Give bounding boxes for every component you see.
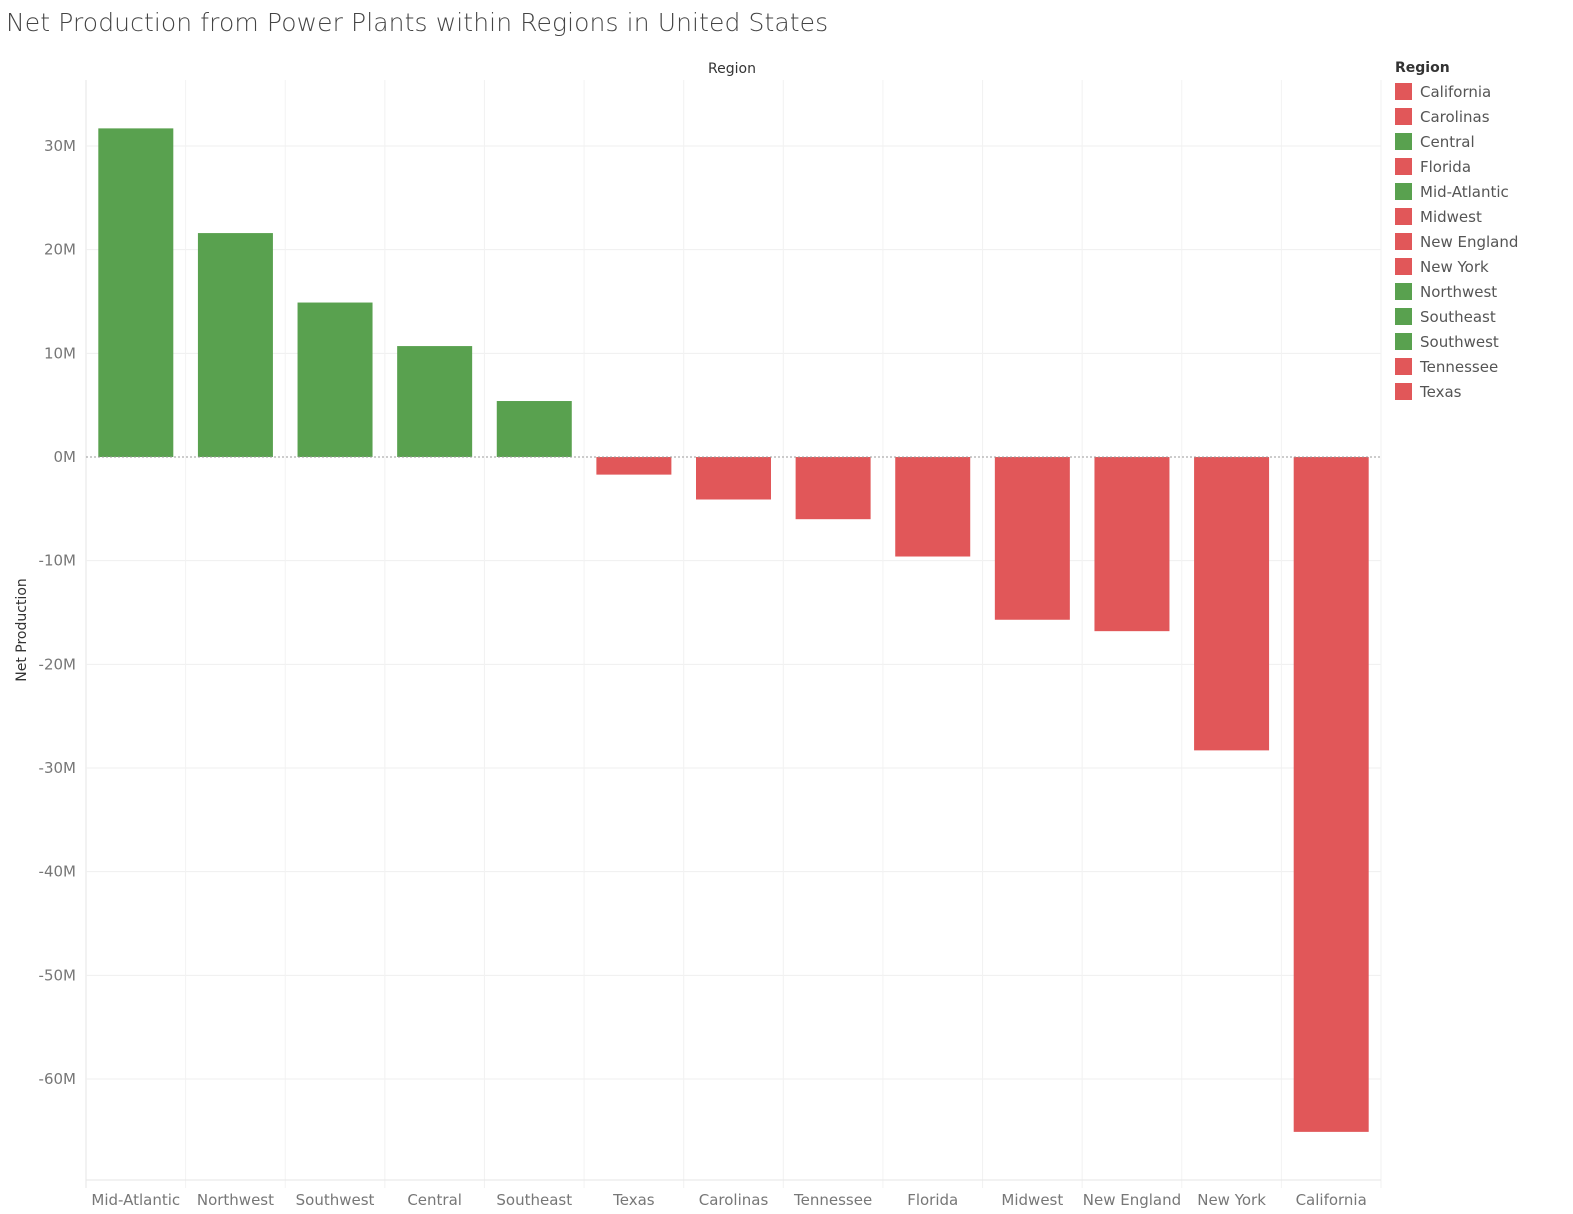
legend-label: Central [1420,132,1475,151]
legend-item[interactable]: Tennessee [1395,354,1565,379]
x-axis-title: Region [708,61,756,77]
legend-swatch [1395,308,1412,325]
legend-swatch [1395,233,1412,250]
bars [86,128,1381,1132]
legend-label: Southeast [1420,307,1496,326]
legend-swatch [1395,358,1412,375]
y-tick-label: -20M [39,655,76,673]
legend-title: Region [1395,60,1450,76]
bar-southwest[interactable] [297,302,373,457]
legend-item[interactable]: Southwest [1395,329,1565,354]
y-axis-title: Net Production [14,578,30,682]
y-tick-label: -30M [39,759,76,777]
bar-tennessee[interactable] [795,457,871,520]
legend-items: California Carolinas Central Florida Mid-Atl… [1395,79,1565,404]
y-tick-label: -40M [39,863,76,881]
gridlines [85,80,1382,1188]
x-axis-ticks: Mid-Atlantic Northwest Southwest Central Sou… [91,1191,1366,1209]
x-tick-label: Texas [612,1191,655,1209]
legend-label: California [1420,82,1492,101]
legend-swatch [1395,283,1412,300]
x-tick-label: New York [1197,1191,1266,1209]
bar-central[interactable] [397,346,473,457]
legend-item[interactable]: Carolinas [1395,104,1565,129]
y-axis-ticks: 30M 20M 10M 0M -10M -20M -30M -40M -50M -60M [39,137,76,1088]
bar-new-york[interactable] [1194,457,1270,751]
y-tick-label: 30M [44,137,76,155]
bar-carolinas[interactable] [696,457,771,500]
legend-label: Texas [1420,382,1462,401]
legend: Region California Carolinas Central Florida… [1395,60,1565,404]
x-tick-label: Midwest [1001,1191,1063,1209]
legend-label: Florida [1420,157,1472,176]
legend-swatch [1395,108,1412,125]
legend-swatch [1395,208,1412,225]
legend-item[interactable]: Central [1395,129,1565,154]
x-tick-label: Southeast [496,1191,572,1209]
chart-title: Net Production from Power Plants within … [6,8,829,37]
legend-label: New York [1420,257,1489,276]
y-tick-label: 20M [44,241,76,259]
bar-florida[interactable] [895,457,971,557]
legend-label: Mid-Atlantic [1420,182,1509,201]
legend-item[interactable]: Northwest [1395,279,1565,304]
legend-item[interactable]: Mid-Atlantic [1395,179,1565,204]
legend-swatch [1395,258,1412,275]
legend-swatch [1395,333,1412,350]
x-tick-label: Tennessee [793,1191,872,1209]
legend-label: Southwest [1420,332,1499,351]
legend-swatch [1395,158,1412,175]
legend-label: New England [1420,232,1519,251]
bar-northwest[interactable] [197,233,273,457]
x-tick-label: Central [407,1191,462,1209]
legend-item[interactable]: New England [1395,229,1565,254]
x-tick-label: Northwest [197,1191,274,1209]
y-tick-label: -60M [39,1070,76,1088]
bar-mid-atlantic[interactable] [98,128,174,458]
bar-southeast[interactable] [496,401,572,457]
legend-item[interactable]: Midwest [1395,204,1565,229]
bar-chart: 30M 20M 10M 0M -10M -20M -30M -40M -50M -60M Mid-… [14,61,1382,1209]
y-tick-label: -10M [39,552,76,570]
y-tick-label: -50M [39,966,76,984]
legend-label: Carolinas [1420,107,1490,126]
legend-label: Tennessee [1420,357,1499,376]
legend-item[interactable]: California [1395,79,1565,104]
legend-item[interactable]: Florida [1395,154,1565,179]
bar-midwest[interactable] [994,457,1070,620]
legend-item[interactable]: Texas [1395,379,1565,404]
legend-swatch [1395,183,1412,200]
legend-swatch [1395,83,1412,100]
bar-california[interactable] [1293,457,1369,1132]
x-tick-label: California [1296,1191,1367,1209]
legend-label: Midwest [1420,207,1482,226]
x-tick-label: New England [1083,1191,1181,1209]
x-tick-label: Carolinas [699,1191,769,1209]
legend-item[interactable]: New York [1395,254,1565,279]
y-tick-label: 10M [44,344,76,362]
legend-swatch [1395,383,1412,400]
x-tick-label: Southwest [296,1191,375,1209]
legend-swatch [1395,133,1412,150]
bar-texas[interactable] [596,457,672,475]
legend-label: Northwest [1420,282,1498,301]
legend-item[interactable]: Southeast [1395,304,1565,329]
x-tick-label: Florida [907,1191,958,1209]
x-tick-label: Mid-Atlantic [91,1191,180,1209]
y-tick-label: 0M [54,448,77,466]
bar-new-england[interactable] [1094,457,1170,632]
